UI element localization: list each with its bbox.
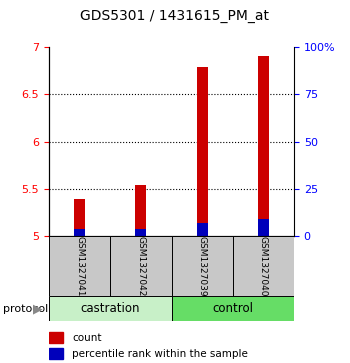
Text: GSM1327039: GSM1327039 — [198, 236, 206, 296]
Bar — [49, 236, 110, 296]
Text: ▶: ▶ — [33, 303, 43, 316]
Text: control: control — [212, 302, 253, 315]
Text: GSM1327041: GSM1327041 — [75, 236, 84, 296]
Text: castration: castration — [80, 302, 140, 315]
Bar — [49, 332, 63, 343]
Bar — [197, 223, 208, 236]
Text: count: count — [72, 333, 102, 343]
Text: percentile rank within the sample: percentile rank within the sample — [72, 349, 248, 359]
Text: GSM1327040: GSM1327040 — [259, 236, 268, 296]
Bar — [172, 236, 233, 296]
Bar — [49, 348, 63, 359]
Bar — [74, 199, 85, 236]
Bar — [135, 185, 146, 236]
Text: GDS5301 / 1431615_PM_at: GDS5301 / 1431615_PM_at — [80, 9, 270, 23]
Bar — [74, 229, 85, 236]
Bar — [110, 236, 172, 296]
Bar — [172, 296, 294, 321]
Text: protocol: protocol — [4, 304, 49, 314]
Text: GSM1327042: GSM1327042 — [136, 236, 145, 296]
Bar — [135, 229, 146, 236]
Bar — [197, 67, 208, 236]
Bar — [258, 56, 269, 236]
Bar — [258, 219, 269, 236]
Bar — [49, 296, 172, 321]
Bar — [233, 236, 294, 296]
